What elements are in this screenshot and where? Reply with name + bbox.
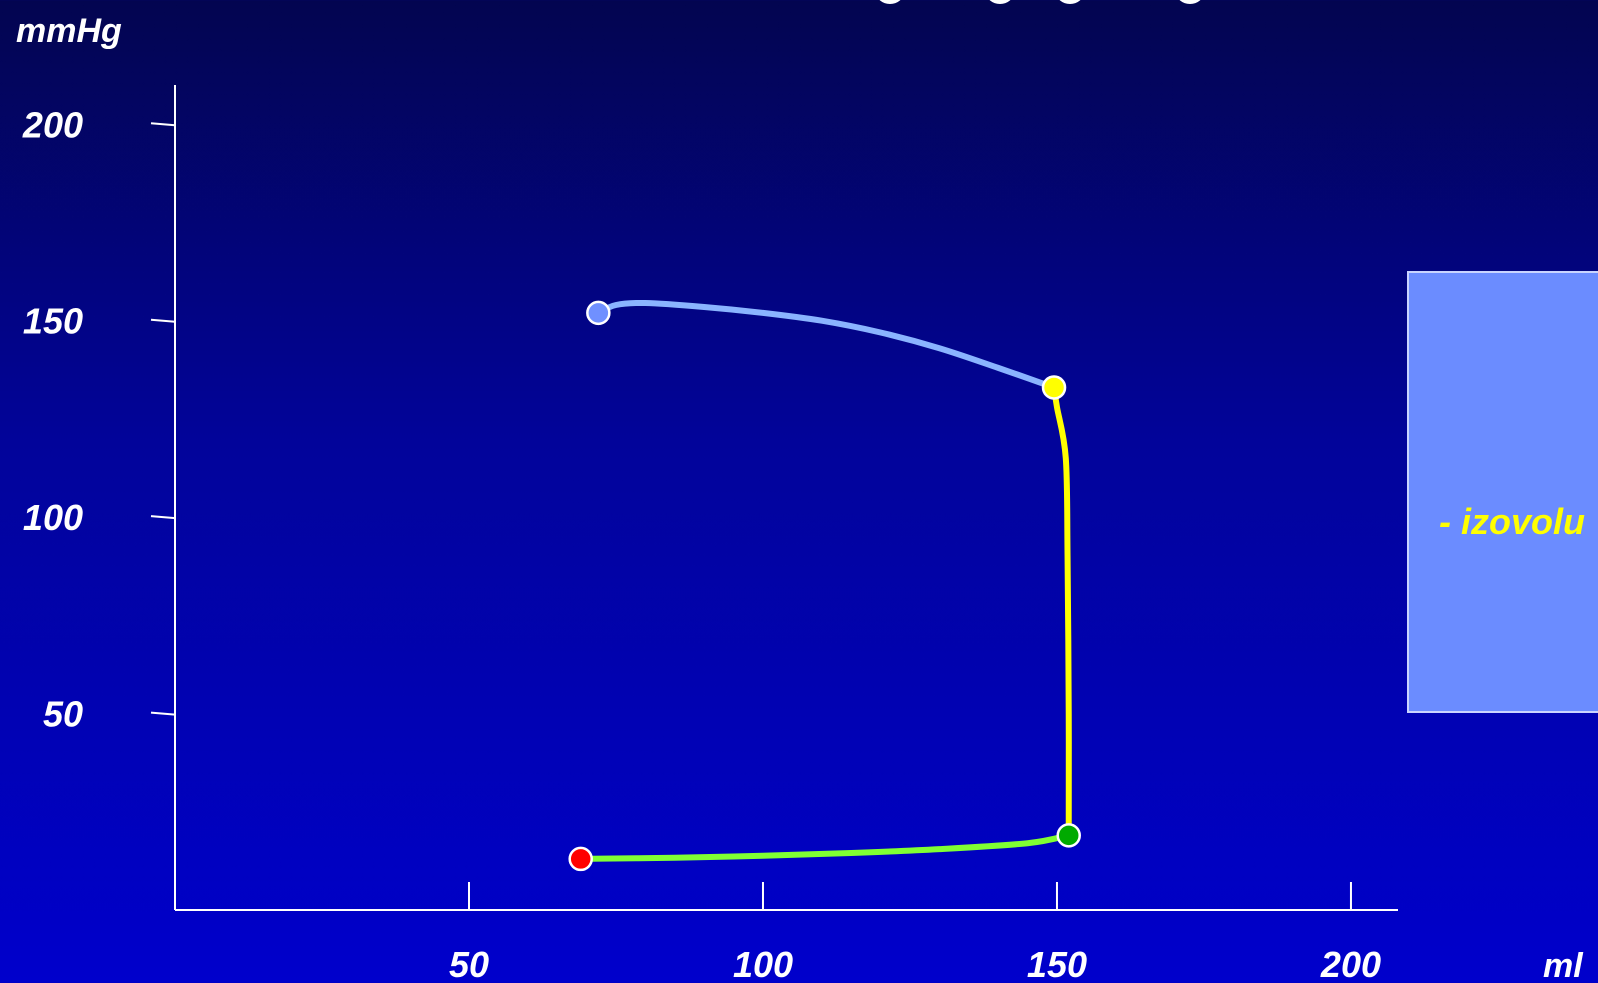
ejection-start-point (1041, 375, 1067, 400)
axes (150, 85, 1398, 911)
x-tick-label: 150 (1027, 944, 1087, 983)
y-tick (150, 711, 176, 716)
points-layer (568, 300, 1081, 872)
end-diastolic-point (1056, 823, 1081, 848)
filling-curve (577, 832, 1072, 862)
y-tick (150, 122, 176, 127)
info-panel: - izovolu (1407, 271, 1598, 713)
ejection-end-point (586, 300, 611, 326)
x-tick-label: 50 (449, 944, 489, 983)
y-tick-label: 50 (43, 694, 83, 735)
x-tick-label: 100 (733, 944, 793, 983)
y-tick-label: 200 (22, 104, 83, 145)
labels-layer: 50 100 150 200 50 100 150 200 mmHg ml (16, 12, 1584, 983)
x-axis-title: ml (1543, 947, 1584, 983)
y-tick (150, 318, 176, 323)
ejection-curve (595, 299, 1058, 391)
info-panel-text: - izovolu (1439, 501, 1585, 542)
x-tick-label: 200 (1320, 944, 1381, 983)
series-layer (577, 299, 1072, 862)
filling-start-point (568, 846, 593, 872)
y-tick-label: 100 (23, 497, 83, 538)
y-tick-label: 150 (23, 301, 83, 342)
y-tick (150, 515, 176, 520)
title-fragment (870, 0, 1220, 6)
y-axis-title: mmHg (16, 12, 122, 50)
isovolumetric-contraction-curve (1051, 384, 1072, 839)
title-fragment-glyphs (879, 0, 1201, 4)
